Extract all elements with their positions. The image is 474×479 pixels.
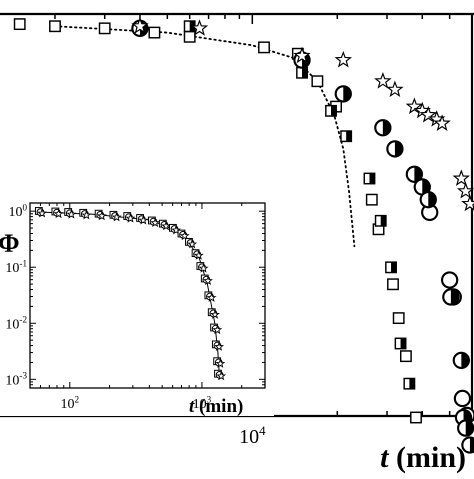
inset-data-point-open-star <box>111 211 122 222</box>
data-point-half-filled-circle <box>334 85 352 103</box>
inset-master-points <box>34 207 227 381</box>
inset-data-point-open-star <box>215 358 226 368</box>
data-point-open-square <box>98 22 111 35</box>
data-point-half-filled-square <box>340 130 353 143</box>
data-point-half-filled-square <box>385 261 397 274</box>
data-point-half-filled-circle <box>419 190 437 209</box>
inset-y-tick-label: 100 <box>8 203 27 221</box>
data-point-half-filled-circle <box>452 351 470 370</box>
data-point-open-star <box>386 80 404 98</box>
inset-data-point-open-star <box>125 213 136 223</box>
data-point-open-star <box>334 50 352 68</box>
data-point-open-square <box>311 75 324 88</box>
inset-data-point-open-star <box>37 208 48 218</box>
data-point-open-square <box>13 18 26 31</box>
data-point-open-star <box>374 72 392 89</box>
data-point-half-filled-circle <box>374 119 392 137</box>
data-point-open-square <box>365 193 378 206</box>
inset-data-point-open-star <box>138 215 149 225</box>
data-point-half-filled-circle <box>442 288 460 306</box>
inset-data-point-open-star <box>150 217 161 228</box>
data-point-open-star <box>433 114 451 132</box>
data-point-half-filled-circle <box>386 140 404 158</box>
data-point-open-circle <box>440 271 459 289</box>
data-point-half-filled-square <box>403 377 416 390</box>
series-half-filled-circle <box>131 19 474 454</box>
inset-x-tick-label: 102 <box>61 394 80 412</box>
data-point-open-square <box>49 20 61 33</box>
inset-data-point-open-star <box>206 292 217 302</box>
inset-data-point-open-star <box>193 250 204 260</box>
main-x-axis-label: t (min) <box>380 441 466 474</box>
data-point-open-star <box>452 169 470 187</box>
data-point-open-star <box>190 19 209 36</box>
inset-data-point-open-star <box>209 309 220 319</box>
inset-y-tick-label: 10-3 <box>5 371 27 389</box>
inset-data-point-open-star <box>216 370 227 381</box>
inset-data-point-open-star <box>212 324 223 335</box>
data-point-half-filled-square <box>374 214 387 227</box>
data-point-open-star <box>405 97 424 114</box>
data-point-half-filled-circle <box>457 419 474 437</box>
data-point-open-star <box>293 46 311 64</box>
data-point-half-filled-circle <box>461 436 474 454</box>
data-point-open-square <box>258 41 270 54</box>
inset-data-point-open-star <box>198 263 209 273</box>
data-point-open-square <box>183 30 196 43</box>
data-point-open-star <box>457 181 474 199</box>
inset-data-point-open-star <box>96 210 107 221</box>
inset-data-point-open-star <box>179 230 190 241</box>
inset-frame <box>29 202 266 389</box>
inset-data-point-open-star <box>171 225 181 235</box>
inset-y-tick-label: 10-1 <box>5 259 27 277</box>
data-point-half-filled-square <box>325 104 337 117</box>
inset-background <box>0 188 274 416</box>
main-x-tick-label: 104 <box>239 423 266 448</box>
data-point-open-circle <box>453 389 472 408</box>
data-point-open-square <box>410 411 422 424</box>
inset-data-point-open-star <box>202 275 213 286</box>
data-point-open-star <box>419 105 438 123</box>
inset-data-point-open-star <box>81 209 92 220</box>
inset-data-point-open-star <box>214 341 225 351</box>
data-point-open-star <box>461 194 474 212</box>
inset-data-point-open-star <box>66 209 77 219</box>
inset-y-axis-label: Φ <box>0 229 20 258</box>
inset-y-tick-label: 10-2 <box>5 315 27 333</box>
inset-data-point-open-star <box>187 238 198 249</box>
data-point-open-square <box>399 350 412 363</box>
data-point-open-square <box>392 312 405 325</box>
data-point-half-filled-square <box>296 66 308 79</box>
data-point-open-square <box>387 278 399 291</box>
data-point-half-filled-circle <box>405 165 424 183</box>
data-point-half-filled-square <box>363 172 376 185</box>
inset-data-point-open-star <box>161 220 171 231</box>
data-point-open-square <box>148 26 161 39</box>
inset-plot: 102 103 100 10-1 10-2 10-3 t (min) Φ <box>0 188 274 417</box>
series-open-star <box>131 17 474 212</box>
main-plot: 104 t (min) <box>0 12 474 474</box>
inset-x-axis-label: t (min) <box>189 396 243 417</box>
inset-data-point-open-star <box>53 208 64 219</box>
data-point-half-filled-square <box>394 337 407 350</box>
data-point-open-star <box>131 17 149 34</box>
series-open-circle <box>421 203 474 425</box>
inset-x-tick-label: 103 <box>193 394 212 412</box>
